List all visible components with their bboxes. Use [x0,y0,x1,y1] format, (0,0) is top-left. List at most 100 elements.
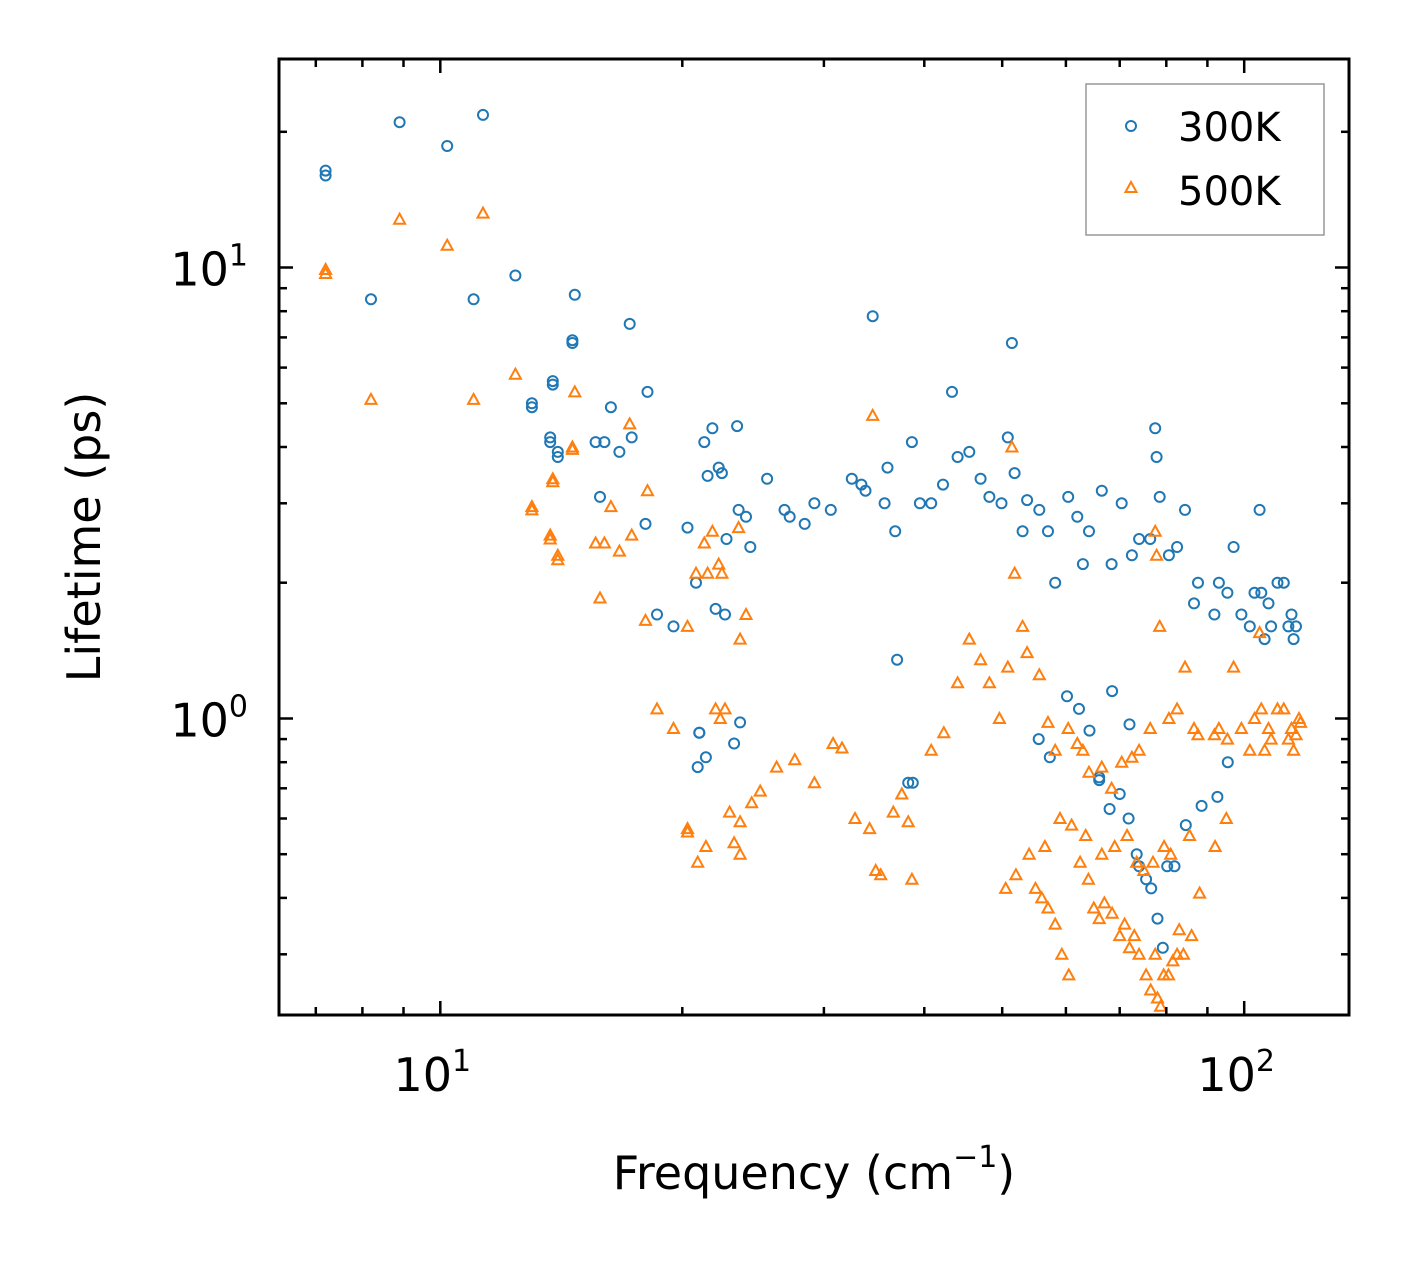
x-tick-label-0: 101 [393,1044,471,1102]
point-500k-96 [1169,701,1185,715]
point-500k-91 [1143,720,1158,734]
point-300k-4 [441,140,454,152]
point-500k-58 [847,810,863,824]
point-500k-43 [698,838,714,852]
point-300k-130 [1161,860,1174,873]
point-500k-74 [1000,659,1015,673]
point-500k-22 [603,499,619,513]
point-500k-76 [1007,565,1022,579]
y-tick-label-base: 10 [170,694,229,748]
point-500k-162 [1129,854,1144,868]
point-500k-30 [680,618,695,632]
point-300k-102 [1208,608,1221,621]
point-300k-37 [720,533,733,545]
point-500k-50 [732,814,748,828]
point-300k-73 [974,472,987,485]
point-300k-25 [623,317,636,330]
point-500k-61 [873,867,888,881]
point-300k-79 [1016,525,1029,538]
point-500k-87 [1104,780,1119,794]
point-500k-144 [1165,953,1180,967]
point-300k-137 [1043,751,1056,764]
point-300k-39 [732,503,745,516]
y-axis-label: Lifetime (ps) [57,392,111,683]
point-500k-159 [1094,846,1109,860]
point-500k-115 [1284,720,1299,734]
point-300k-52 [783,510,796,523]
point-300k-115 [1277,576,1290,589]
point-500k-134 [1122,940,1137,954]
point-300k-98 [1171,541,1184,553]
point-500k-133 [1117,916,1132,930]
point-500k-129 [1092,911,1107,925]
point-500k-164 [1145,854,1161,868]
point-300k-135 [1221,756,1234,769]
point-300k-91 [1125,549,1138,562]
point-500k-56 [825,735,841,749]
point-500k-157 [1064,817,1079,831]
point-300k-123 [1122,812,1135,825]
point-300k-51 [778,503,791,516]
point-500k-95 [1161,710,1177,724]
point-500k-167 [1182,827,1197,841]
point-500k-139 [1148,946,1163,960]
point-500k-146 [1172,922,1187,936]
x-axis-label-superscript: −1 [953,1140,997,1175]
point-500k-19 [588,535,603,549]
point-300k-88 [1095,484,1108,497]
point-500k-81 [1048,742,1063,756]
point-500k-28 [649,701,665,715]
point-500k-135 [1127,928,1142,942]
point-300k-108 [1248,586,1261,599]
legend: 300K 500K [1085,83,1325,236]
point-300k-100 [1188,597,1200,610]
y-tick-label-1: 101 [170,239,248,297]
point-500k-72 [982,675,997,689]
point-300k-34 [706,422,719,435]
point-500k-106 [1247,710,1262,724]
point-500k-75 [1004,439,1020,453]
point-500k-38 [731,520,746,534]
point-500k-39 [738,606,754,620]
point-300k-139 [1073,702,1085,715]
point-300k-90 [1115,497,1128,510]
point-500k-101 [1211,720,1227,734]
legend-marker-500k [1123,179,1139,193]
point-500k-110 [1261,720,1276,734]
point-300k-143 [1123,718,1136,731]
point-500k-46 [726,835,742,849]
point-500k-166 [1163,846,1178,860]
point-500k-92 [1148,523,1163,537]
point-300k-63 [905,436,918,449]
point-300k-23 [613,445,626,458]
point-500k-83 [1070,735,1085,749]
point-500k-45 [717,701,733,715]
point-300k-142 [1106,685,1119,698]
point-300k-13 [551,451,564,463]
point-300k-30 [681,521,694,534]
point-500k-48 [713,710,728,724]
point-500k-90 [1131,742,1147,756]
point-300k-15 [544,436,557,449]
point-300k-27 [639,517,652,530]
point-500k-154 [1021,846,1037,860]
point-500k-132 [1112,928,1127,942]
point-500k-165 [1156,838,1172,852]
point-300k-33 [701,469,714,482]
point-500k-116 [1286,742,1301,756]
point-500k-26 [640,483,655,497]
point-300k-92 [1133,533,1146,545]
point-500k-1 [318,265,333,279]
point-500k-100 [1207,727,1222,741]
point-300k-19 [589,436,602,449]
point-500k-12 [550,547,565,561]
point-500k-156 [1052,810,1068,824]
point-300k-105 [1227,541,1240,553]
x-axis-label: Frequency (cm−1) [613,1140,1016,1200]
point-500k-155 [1037,838,1053,852]
y-tick-label-exp: 1 [229,239,248,274]
point-500k-8 [524,499,540,513]
point-300k-74 [983,490,996,503]
point-500k-32 [697,535,712,549]
point-300k-61 [881,461,894,474]
